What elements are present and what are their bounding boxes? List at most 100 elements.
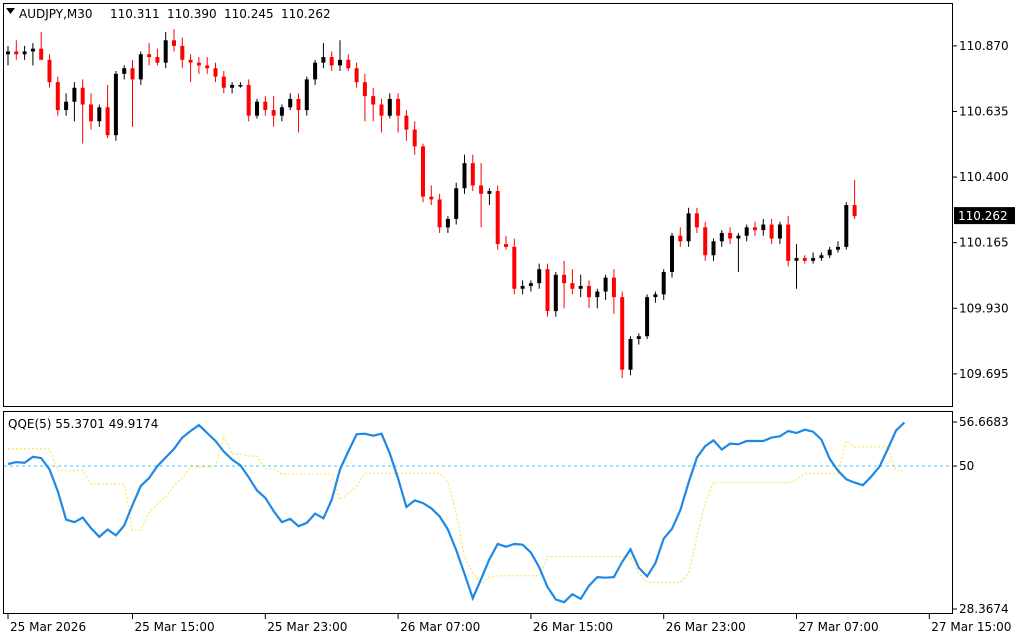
qqe-rsi-line bbox=[7, 421, 906, 604]
candle-body-bull bbox=[321, 57, 326, 63]
price-panel[interactable] bbox=[3, 3, 953, 407]
candle bbox=[661, 269, 666, 300]
time-tick-label: 25 Mar 15:00 bbox=[135, 620, 215, 634]
candle bbox=[89, 93, 93, 130]
candle bbox=[487, 188, 492, 205]
price-tag-box bbox=[954, 207, 1015, 225]
candle bbox=[611, 269, 616, 314]
candle-body-bull bbox=[72, 87, 77, 102]
candle-body-bear bbox=[14, 51, 19, 55]
candle-body-bear bbox=[371, 96, 376, 105]
candle-body-bull bbox=[719, 232, 724, 242]
candle-body-bull bbox=[255, 101, 259, 116]
candle-body-bull bbox=[636, 336, 641, 339]
candle-body-bull bbox=[836, 246, 840, 250]
candle bbox=[354, 62, 359, 88]
candle bbox=[271, 96, 276, 127]
candle-body-bear bbox=[437, 199, 442, 228]
candle-body-bear bbox=[263, 101, 268, 111]
candle-body-bear bbox=[329, 57, 334, 66]
indicator-tick-label: 56.6683 bbox=[959, 415, 1009, 429]
candle bbox=[338, 40, 342, 71]
candle bbox=[329, 51, 334, 71]
candle bbox=[578, 274, 583, 298]
candle bbox=[80, 79, 85, 144]
candle-body-bear bbox=[155, 57, 160, 63]
candle bbox=[603, 274, 608, 300]
candle-body-bull bbox=[462, 163, 467, 189]
candle-body-bull bbox=[313, 62, 318, 80]
candle bbox=[172, 29, 176, 52]
price-tick-label: 110.165 bbox=[959, 236, 1009, 250]
candle-body-bear bbox=[678, 235, 683, 242]
candle bbox=[180, 37, 185, 69]
candle-body-bear bbox=[562, 274, 567, 284]
candle bbox=[504, 235, 508, 250]
candle-body-bull bbox=[487, 191, 492, 194]
candle bbox=[462, 154, 467, 194]
candle-body-bull bbox=[711, 241, 716, 256]
candle bbox=[670, 232, 674, 278]
triangle-down-icon[interactable] bbox=[6, 8, 15, 14]
candle-body-bear bbox=[412, 129, 417, 147]
time-tick-label: 26 Mar 15:00 bbox=[533, 620, 613, 634]
indicator-axis: 56.6683 50 28.3674 bbox=[953, 415, 1009, 616]
price-candles bbox=[6, 29, 857, 379]
ohlc-low: 110.245 bbox=[224, 7, 274, 21]
candle bbox=[371, 87, 376, 122]
candle bbox=[628, 336, 633, 376]
candle bbox=[777, 221, 782, 245]
candle bbox=[113, 71, 118, 141]
candle-body-bear bbox=[852, 205, 857, 217]
candle bbox=[728, 227, 733, 245]
candle bbox=[147, 43, 152, 66]
candle bbox=[55, 76, 60, 116]
time-axis: 25 Mar 2026 25 Mar 15:00 25 Mar 23:00 26 Ma… bbox=[7, 614, 1011, 634]
candle-body-bear bbox=[545, 269, 550, 312]
candle-body-bear bbox=[205, 65, 210, 69]
candle-body-bull bbox=[520, 285, 525, 289]
candle-body-bull bbox=[338, 59, 342, 66]
candle bbox=[221, 71, 226, 94]
candle bbox=[786, 216, 791, 267]
candle bbox=[520, 280, 525, 295]
candle-body-bull bbox=[230, 84, 235, 88]
candle-body-bull bbox=[122, 68, 127, 74]
indicator-panel[interactable] bbox=[3, 411, 953, 614]
candle bbox=[587, 280, 591, 309]
candle-body-bear bbox=[271, 110, 276, 116]
candle-body-bear bbox=[470, 163, 475, 186]
candle bbox=[802, 255, 807, 264]
candle-body-bull bbox=[553, 274, 558, 312]
candle-body-bear bbox=[429, 196, 434, 200]
candle-body-bull bbox=[304, 79, 309, 111]
candle bbox=[47, 54, 52, 88]
candle-body-bull bbox=[844, 205, 849, 247]
price-panel-header: AUDJPY,M30 110.311 110.390 110.245 110.2… bbox=[6, 7, 331, 21]
candle bbox=[653, 291, 658, 303]
candle bbox=[213, 62, 218, 83]
candle-body-bear bbox=[495, 191, 500, 245]
price-tick-label: 110.400 bbox=[959, 170, 1009, 184]
candle bbox=[744, 224, 749, 242]
candle bbox=[138, 51, 143, 85]
candle bbox=[155, 48, 160, 66]
candle bbox=[686, 207, 691, 247]
candle-body-bear bbox=[421, 146, 425, 197]
candle-body-bull bbox=[6, 51, 10, 55]
indicator-tick-label: 28.3674 bbox=[959, 602, 1009, 616]
candle-body-bull bbox=[387, 98, 392, 116]
candle-body-bear bbox=[39, 48, 44, 60]
candle-body-bull bbox=[761, 224, 766, 231]
candle-body-bull bbox=[628, 339, 633, 370]
candle bbox=[454, 182, 459, 225]
candle-body-bull bbox=[113, 73, 118, 136]
candle-body-bear bbox=[694, 213, 699, 228]
candle bbox=[445, 216, 450, 233]
candle-body-bear bbox=[246, 84, 251, 116]
candle-body-bear bbox=[296, 98, 301, 111]
candle bbox=[512, 238, 517, 295]
symbol-timeframe: AUDJPY,M30 bbox=[19, 7, 93, 21]
candle-body-bull bbox=[819, 255, 824, 259]
